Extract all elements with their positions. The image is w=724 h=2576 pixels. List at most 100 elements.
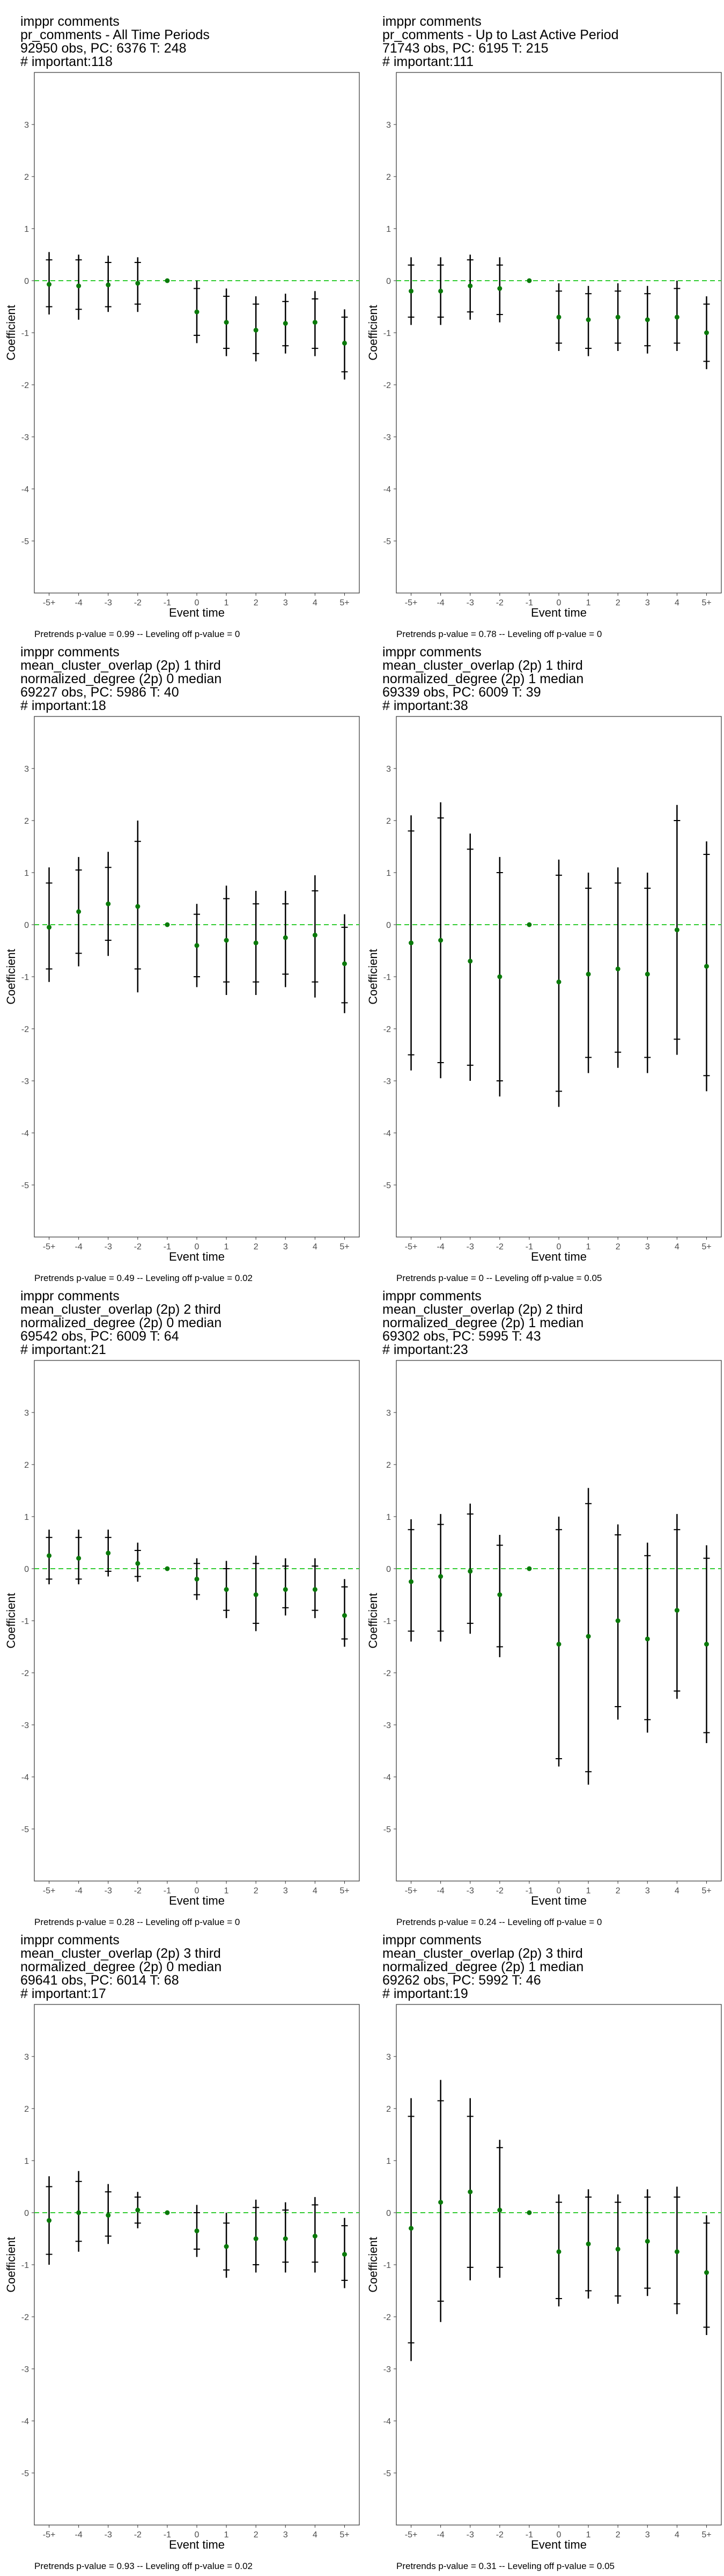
point-estimate-dot (47, 2218, 51, 2223)
point-estimate-dot (438, 1574, 443, 1579)
chart-title-line: normalized_degree (2p) 0 median (20, 1959, 221, 1974)
point-estimate-dot (527, 279, 531, 283)
x-tick-label: -2 (496, 2530, 504, 2540)
pvalue-footnote: Pretrends p-value = 0.31 -- Leveling off… (396, 2561, 615, 2571)
x-tick-label: 1 (224, 1242, 229, 1252)
x-tick-label: 2 (616, 2530, 620, 2540)
chart-title-line: normalized_degree (2p) 0 median (20, 671, 221, 686)
chart-title-line: 69542 obs, PC: 6009 T: 64 (20, 1329, 179, 1344)
y-tick-label: -1 (21, 1617, 29, 1626)
y-tick-label: 2 (24, 2105, 29, 2114)
y-tick-label: -5 (383, 537, 391, 546)
y-tick-label: -1 (383, 1617, 391, 1626)
y-tick-label: -3 (21, 2365, 29, 2374)
point-estimate-dot (645, 2239, 650, 2244)
chart-title-line: imppr comments (20, 1933, 120, 1948)
x-tick-label: -3 (105, 1886, 112, 1896)
chart-title-line: 69262 obs, PC: 5992 T: 46 (382, 1973, 541, 1988)
y-tick-label: 0 (24, 277, 29, 286)
y-tick-label: 1 (24, 2157, 29, 2166)
y-tick-label: -1 (21, 2261, 29, 2270)
event-time-estimate (527, 2211, 531, 2215)
x-tick-label: 1 (586, 1886, 591, 1896)
point-estimate-dot (47, 925, 51, 930)
x-axis-title: Event time (531, 1894, 587, 1907)
point-estimate-dot (342, 1613, 347, 1618)
point-estimate-dot (254, 2236, 258, 2241)
point-estimate-dot (195, 2228, 200, 2233)
point-estimate-dot (704, 2270, 709, 2275)
y-tick-label: 2 (386, 2105, 391, 2114)
x-tick-label: -3 (467, 1886, 474, 1896)
y-tick-label: -4 (21, 1129, 29, 1138)
x-axis-title: Event time (169, 1894, 225, 1907)
chart-title-line: mean_cluster_overlap (2p) 3 third (20, 1946, 221, 1961)
x-tick-label: 1 (224, 1886, 229, 1896)
point-estimate-dot (527, 1567, 531, 1571)
point-estimate-dot (283, 321, 288, 326)
x-tick-label: 1 (224, 2530, 229, 2540)
y-tick-label: 3 (386, 121, 391, 130)
x-tick-label: -5+ (43, 1242, 56, 1252)
chart-panel-4: imppr comments mean_cluster_overlap (2p) … (362, 644, 724, 1288)
point-estimate-dot (76, 2211, 81, 2215)
y-tick-label: 0 (386, 277, 391, 286)
x-tick-label: -3 (467, 2530, 474, 2540)
y-tick-label: 3 (386, 2053, 391, 2062)
y-tick-label: -4 (383, 2417, 391, 2426)
y-tick-label: 1 (386, 869, 391, 878)
plot-border (34, 1360, 359, 1881)
chart-title-line: # important:17 (20, 1986, 106, 2001)
x-tick-label: -5+ (43, 598, 56, 608)
point-estimate-dot (342, 341, 347, 346)
point-estimate-dot (616, 314, 620, 319)
x-tick-label: 4 (313, 598, 317, 608)
y-tick-label: 2 (386, 1461, 391, 1470)
point-estimate-dot (438, 938, 443, 943)
point-estimate-dot (409, 289, 413, 294)
event-time-estimate (165, 2211, 169, 2215)
point-estimate-dot (438, 289, 443, 294)
y-tick-label: 3 (386, 765, 391, 774)
x-tick-label: 4 (313, 1242, 317, 1252)
point-estimate-dot (586, 317, 591, 322)
y-tick-label: -2 (383, 1025, 391, 1034)
x-tick-label: 4 (675, 598, 679, 608)
chart-panel-1: imppr comments pr_comments - All Time Per… (0, 0, 362, 644)
point-estimate-dot (195, 1577, 200, 1582)
x-tick-label: -4 (437, 1886, 445, 1896)
x-tick-label: 2 (616, 1242, 620, 1252)
point-estimate-dot (224, 938, 229, 943)
x-tick-label: 3 (645, 2530, 650, 2540)
chart-panel-6: imppr comments mean_cluster_overlap (2p) … (362, 1288, 724, 1932)
point-estimate-dot (165, 923, 169, 927)
x-tick-label: 1 (586, 598, 591, 608)
x-tick-label: -4 (437, 598, 445, 608)
x-tick-label: -3 (105, 1242, 112, 1252)
chart-title-line: mean_cluster_overlap (2p) 2 third (382, 1302, 583, 1317)
x-tick-label: -5+ (405, 2530, 418, 2540)
point-estimate-dot (254, 940, 258, 945)
x-tick-label: 1 (224, 598, 229, 608)
x-tick-label: 3 (283, 1886, 288, 1896)
point-estimate-dot (704, 1642, 709, 1646)
y-tick-label: 0 (24, 1565, 29, 1574)
x-tick-label: 3 (283, 598, 288, 608)
x-tick-label: 4 (313, 1886, 317, 1896)
x-tick-label: 4 (313, 2530, 317, 2540)
point-estimate-dot (342, 2252, 347, 2257)
point-estimate-dot (283, 935, 288, 940)
chart-title-line: mean_cluster_overlap (2p) 2 third (20, 1302, 221, 1317)
point-estimate-dot (195, 943, 200, 948)
x-tick-label: 5+ (339, 1242, 349, 1252)
point-estimate-dot (438, 2200, 443, 2205)
chart-svg: imppr commentsmean_cluster_overlap (2p) … (0, 644, 362, 1288)
y-tick-label: 0 (386, 1565, 391, 1574)
y-tick-label: 1 (24, 869, 29, 878)
point-estimate-dot (616, 967, 620, 971)
point-estimate-dot (254, 328, 258, 333)
x-tick-label: 1 (586, 2530, 591, 2540)
point-estimate-dot (165, 2211, 169, 2215)
chart-title-line: mean_cluster_overlap (2p) 1 third (382, 658, 583, 673)
